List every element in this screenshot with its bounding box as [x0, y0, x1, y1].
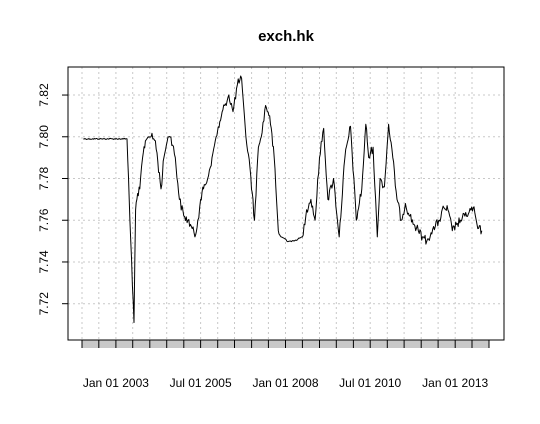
chart-title: exch.hk [258, 28, 315, 45]
x-tick-label: Jan 01 2003 [83, 376, 149, 390]
y-tick-label: 7.78 [37, 167, 51, 191]
y-tick-label: 7.82 [37, 83, 51, 107]
x-tick-band [81, 340, 490, 348]
y-tick-label: 7.72 [37, 292, 51, 316]
y-tick-label: 7.76 [37, 208, 51, 232]
series-line [83, 75, 483, 323]
y-tick-label: 7.80 [37, 125, 51, 149]
x-tick-label: Jan 01 2008 [252, 376, 318, 390]
y-axis: 7.72 7.74 7.76 7.78 7.80 7.82 [37, 83, 68, 315]
x-axis-labels: Jan 01 2003 Jul 01 2005 Jan 01 2008 Jul 01 … [83, 376, 489, 390]
series-layer [83, 75, 483, 323]
x-tick-label: Jan 01 2013 [422, 376, 488, 390]
y-tick-label: 7.74 [37, 250, 51, 274]
x-tick-label: Jul 01 2005 [170, 376, 232, 390]
plot-frame [67, 66, 505, 341]
x-tick-label: Jul 01 2010 [339, 376, 401, 390]
